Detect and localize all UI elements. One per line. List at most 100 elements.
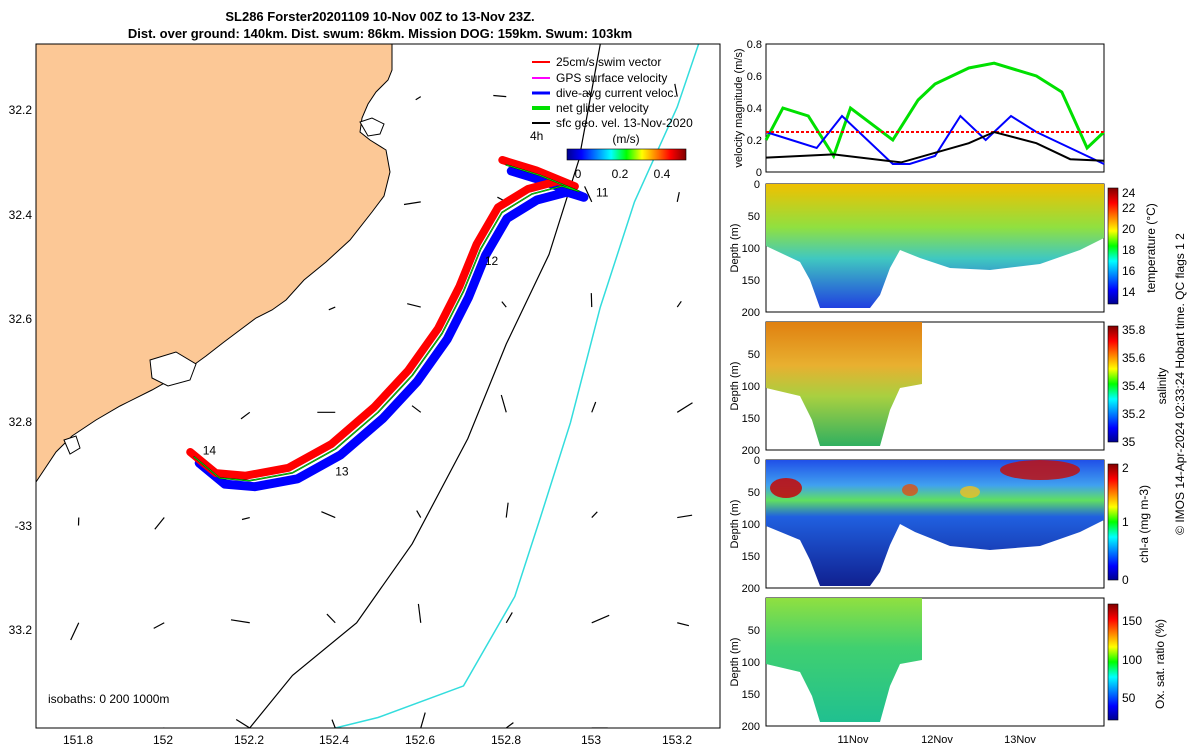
chl-cbar-tick: 1 [1122,515,1129,529]
vel-y-tick: 0 [756,167,762,179]
map-legend: 25cm/s swim vector GPS surface velocity … [530,55,693,143]
temp-colorbar [1107,187,1119,305]
x-tick: 152 [153,733,173,747]
current-arrows [70,83,693,728]
sal-y-tick: 50 [748,349,760,361]
swim-vector-track [186,156,579,480]
current-arrow [584,186,593,203]
sal-y-label: Depth (m) [729,362,741,411]
current-arrow [328,306,336,311]
oxy-cbar-tick: 150 [1122,614,1142,628]
chl-patch [902,484,918,496]
y-tick: 32.8 [9,415,33,429]
sal-cbar-tick: 35.6 [1122,351,1146,365]
temperature-panel: 0 50 100 150 200 Depth (m) 14 16 18 20 2… [729,179,1158,319]
temp-y-label: Depth (m) [729,224,741,273]
colorbar-tick: 0 [575,167,582,181]
current-arrow [407,303,421,308]
oxy-y-tick: 150 [742,689,760,701]
temp-cbar-label: temperature (°C) [1144,203,1158,293]
sal-colorbar [1107,325,1119,443]
y-tick: 33.2 [9,623,33,637]
temp-cbar-tick: 22 [1122,201,1136,215]
current-arrow [591,401,597,413]
glider-track [186,156,589,492]
net-velocity-track [193,164,580,482]
velocity-series-line [764,61,1106,160]
vel-y-tick: 0.6 [747,71,762,83]
lake-2 [149,351,197,387]
time-step-label: 4h [530,129,543,143]
chl-data [766,460,1104,586]
x-tick: 153 [581,733,601,747]
vel-y-label: velocity magnitude (m/s) [733,48,745,167]
map-y-ticks: 32.2 32.4 32.6 32.8 -33 33.2 [9,103,33,637]
chl-cbar-tick: 0 [1122,573,1129,587]
current-arrow [420,712,426,728]
colorbar-tick: 0.4 [654,167,671,181]
x-tick: 152.4 [319,733,349,747]
sal-cbar-tick: 35.8 [1122,323,1146,337]
chl-patch [770,478,802,498]
track-day-label: 11 [596,186,609,200]
chl-y-tick: 150 [742,551,760,563]
chl-y-tick: 0 [754,455,760,467]
x-tick: 153.2 [662,733,692,747]
isobaths-note: isobaths: 0 200 1000m [48,692,169,706]
temp-y-tick: 100 [742,243,760,255]
current-arrow [416,510,422,518]
credit-line: © IMOS 14-Apr-2024 02:33:24 Hobart time.… [1173,233,1187,535]
sal-data [766,322,922,446]
chl-cbar-label: chl-a (mg m-3) [1137,485,1151,563]
oxy-y-tick: 100 [742,657,760,669]
velocity-series-line [765,114,1105,165]
chl-max-patches [770,460,1080,498]
legend-geo: sfc geo. vel. 13-Nov-2020 [556,116,693,130]
current-arrow [235,718,251,728]
salinity-panel: 50 100 150 200 Depth (m) 35 35.2 35.4 35… [729,321,1169,457]
x-tick: 152.2 [234,733,264,747]
legend-dive: dive-avg current veloc. [556,86,677,100]
current-arrow [676,300,682,308]
current-arrow [154,517,165,530]
chl-y-tick: 200 [742,583,760,595]
track-day-label: 14 [203,443,217,457]
x-tick: 151.8 [63,733,93,747]
colorbar-tick: 0.2 [612,167,629,181]
oxy-cbar-tick: 50 [1122,691,1136,705]
y-tick: -33 [15,519,33,533]
vel-y-tick: 0.4 [747,103,762,115]
temp-y-tick: 0 [754,179,760,191]
vel-y-tick: 0.8 [747,39,762,51]
current-arrow [505,502,509,518]
current-arrow [591,511,598,518]
chl-colorbar [1107,463,1119,581]
current-arrow [586,92,593,98]
y-tick: 32.4 [9,208,33,222]
temp-data [766,184,1104,308]
oxy-y-tick: 50 [748,625,760,637]
figure-subtitle: Dist. over ground: 140km. Dist. swum: 86… [128,26,632,41]
track-day-label: 12 [485,254,499,268]
chl-cbar-tick: 2 [1122,461,1129,475]
current-arrow [331,719,336,728]
chl-patch [1000,460,1080,480]
time-tick: 12Nov [921,734,953,746]
lake-3 [63,435,81,455]
temp-y-tick: 200 [742,307,760,319]
map-panel: 11 12 13 14 151.8 152 152.2 152.4 152.6 152… [9,43,721,747]
chl-y-tick: 100 [742,519,760,531]
time-tick: 13Nov [1004,734,1036,746]
current-arrow [501,301,507,308]
current-arrow [505,722,514,728]
time-tick: 11Nov [838,734,869,746]
chl-patch [960,486,980,498]
sal-cbar-tick: 35.4 [1122,379,1146,393]
chl-y-tick: 50 [748,487,760,499]
current-arrow [240,411,251,420]
temp-cbar-tick: 16 [1122,264,1136,278]
velocity-series [764,61,1106,165]
velocity-frame [765,43,1105,173]
land [36,44,393,483]
